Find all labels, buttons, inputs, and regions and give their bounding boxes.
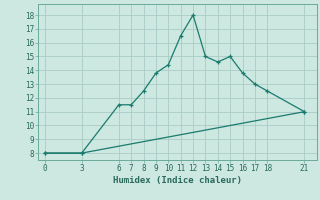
X-axis label: Humidex (Indice chaleur): Humidex (Indice chaleur) [113,176,242,185]
